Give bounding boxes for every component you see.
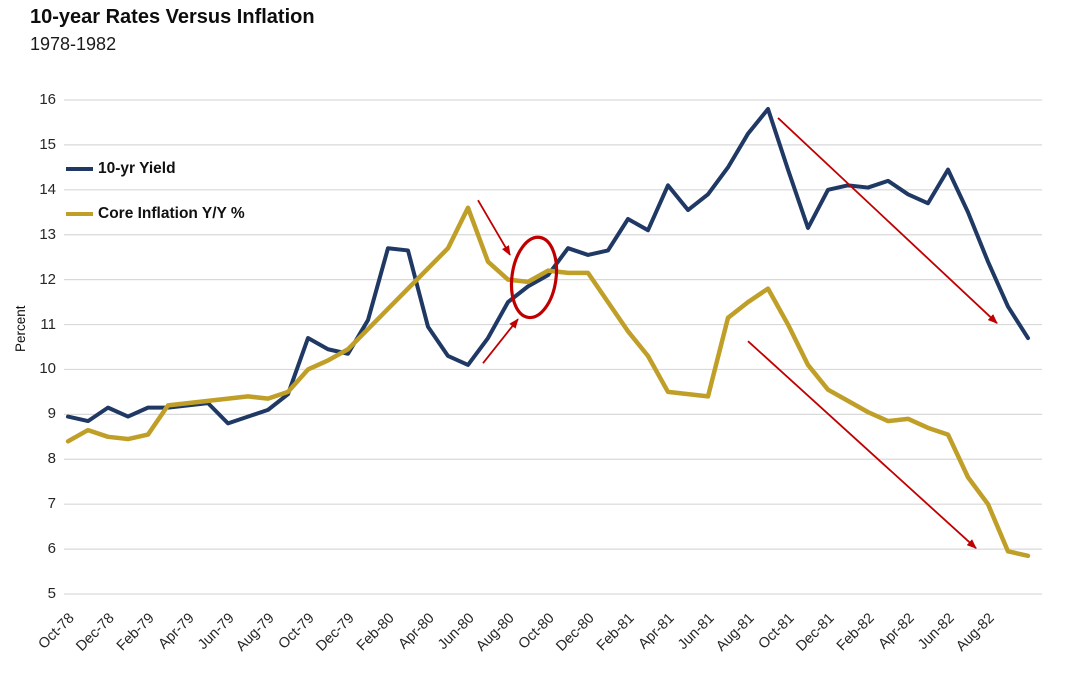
legend-item-inflation: Core Inflation Y/Y % bbox=[66, 205, 245, 223]
y-tick-label: 15 bbox=[39, 135, 56, 153]
y-tick-label: 9 bbox=[47, 405, 56, 423]
y-tick-label: 14 bbox=[39, 180, 56, 198]
chart-title: 10-year Rates Versus Inflation bbox=[30, 6, 315, 28]
y-tick-label: 10 bbox=[39, 360, 56, 378]
y-tick-label: 11 bbox=[40, 315, 56, 333]
y-tick-label: 8 bbox=[47, 450, 56, 468]
legend-label-inflation: Core Inflation Y/Y % bbox=[98, 205, 245, 222]
inflation-line-swatch bbox=[66, 212, 93, 216]
y-tick-label: 6 bbox=[47, 540, 56, 558]
annotation-arrow bbox=[777, 117, 998, 324]
yield-line bbox=[66, 106, 1030, 426]
y-tick-label: 13 bbox=[39, 225, 56, 243]
annotation-arrow bbox=[747, 340, 977, 549]
chart-subtitle: 1978-1982 bbox=[30, 34, 117, 54]
y-tick-label: 12 bbox=[39, 270, 56, 288]
legend-label-yield: 10-yr Yield bbox=[98, 160, 176, 177]
y-tick-label: 7 bbox=[47, 495, 56, 513]
highlight-ellipse bbox=[509, 235, 559, 320]
inflation-line bbox=[65, 205, 1031, 559]
y-tick-label: 16 bbox=[39, 91, 56, 108]
annotation-arrow bbox=[482, 318, 519, 364]
yield-line-swatch bbox=[66, 167, 93, 171]
annotation-arrow bbox=[477, 199, 511, 256]
legend-item-yield: 10-yr Yield bbox=[66, 160, 176, 178]
y-tick-label: 5 bbox=[47, 585, 56, 602]
